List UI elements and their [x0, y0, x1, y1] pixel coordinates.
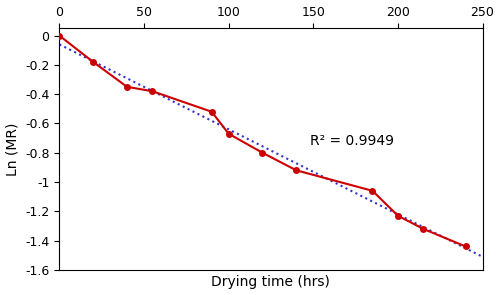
Text: R² = 0.9949: R² = 0.9949: [310, 134, 394, 148]
Y-axis label: Ln (MR): Ln (MR): [6, 122, 20, 176]
X-axis label: Drying time (hrs): Drying time (hrs): [212, 276, 330, 289]
